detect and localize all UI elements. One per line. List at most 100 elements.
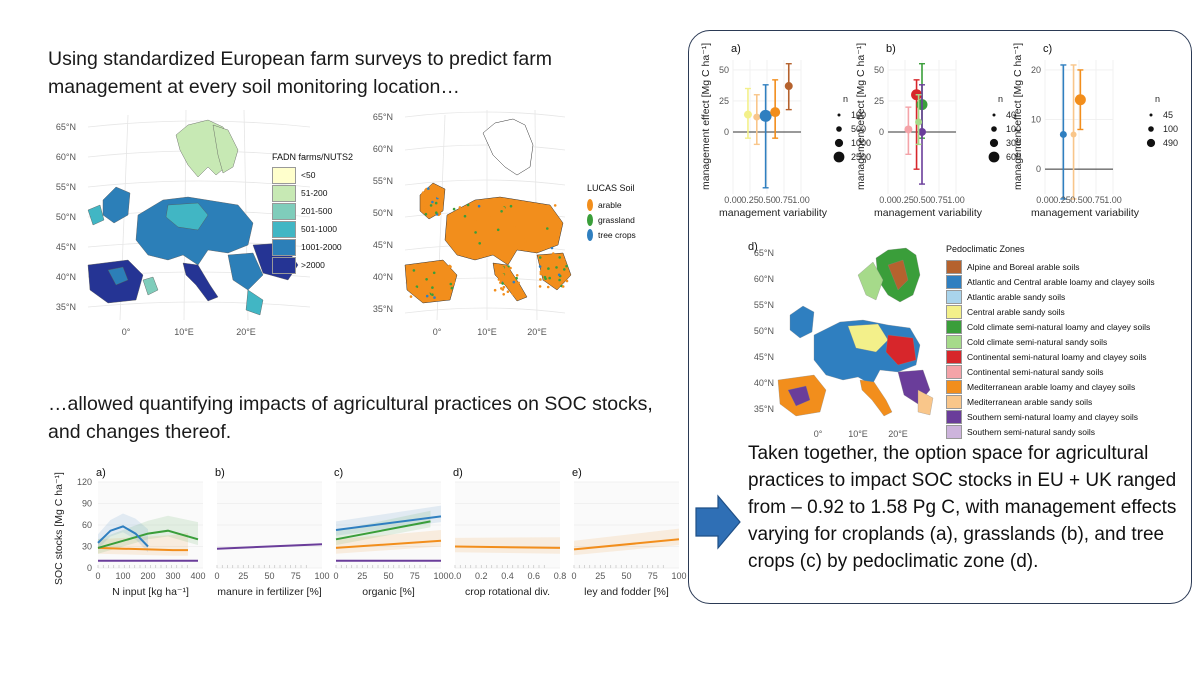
lucas-site-point	[547, 267, 550, 270]
soc-ci-band	[98, 513, 148, 553]
lucas-site-point	[433, 296, 436, 299]
fadn-lon-tick: 20°E	[236, 327, 256, 337]
soc-series-line	[97, 529, 199, 549]
effect-panel-label: c)	[1043, 43, 1052, 55]
soc-panel-label: b)	[215, 467, 225, 479]
lucas-legend-item: tree crops	[587, 227, 636, 242]
pedo-lon-tick: 20°E	[888, 429, 908, 439]
lucas-legend-item: arable	[587, 197, 636, 212]
lucas-site-point	[539, 278, 542, 281]
pedo-legend-item: Atlantic and Central arable loamy and cl…	[946, 274, 1155, 289]
size-legend-label: 1000	[851, 138, 871, 148]
fadn-lon-tick: 0°	[122, 327, 131, 337]
size-legend-title: n	[1155, 94, 1160, 104]
lucas-site-point	[539, 262, 542, 266]
soc-y-ticks: 0 30 60 90 120	[77, 477, 92, 573]
effect-ylabel: management effect [Mg C ha⁻¹]	[1012, 43, 1024, 190]
effect-point	[743, 110, 752, 119]
lucas-site-point	[507, 245, 511, 248]
pedo-legend-label: Central arable sandy soils	[967, 306, 1065, 317]
effect-x-tick: 0.75	[930, 195, 948, 205]
size-legend-label: 100	[1163, 124, 1178, 134]
lucas-site-point	[435, 211, 438, 214]
lucas-site-point	[510, 284, 514, 288]
lucas-site-point	[425, 200, 428, 203]
lucas-site-point	[544, 215, 547, 218]
lucas-lat-tick: 60°N	[373, 144, 393, 154]
lucas-lon-tick: 20°E	[527, 327, 547, 337]
lucas-site-point	[409, 295, 413, 298]
lucas-site-point	[553, 204, 557, 207]
soc-x-tick: 0.6	[527, 571, 540, 581]
lucas-site-point	[437, 195, 440, 199]
pedo-legend-item: Continental semi-natural loamy and claye…	[946, 349, 1155, 364]
soc-ci-band	[336, 510, 431, 546]
size-legend-dot	[1149, 113, 1153, 117]
pedo-legend-item: Cold climate semi-natural sandy soils	[946, 334, 1155, 349]
lucas-legend-swatch	[587, 198, 593, 211]
lucas-site-point	[418, 275, 422, 278]
lucas-site-point	[495, 271, 498, 274]
effect-y-tick: 25	[719, 96, 729, 106]
effect-panel-label: a)	[731, 43, 741, 55]
effect-x-tick: 0.50	[758, 195, 776, 205]
lucas-site-point	[510, 209, 513, 213]
soc-x-tick: 0	[571, 571, 576, 581]
pedo-legend-swatch	[946, 304, 962, 319]
effect-panel: a) management effect [Mg C ha⁻¹] 0 25 50 0.00…	[700, 43, 871, 219]
lucas-site-point	[509, 276, 512, 280]
lucas-site-point	[515, 223, 518, 227]
soc-panel-label: e)	[572, 467, 582, 479]
lucas-site-point	[545, 233, 548, 236]
lucas-lon-tick: 0°	[433, 327, 442, 337]
soc-ylabel: SOC stocks [Mg C ha⁻¹]	[53, 472, 65, 585]
lucas-lat-tick: 55°N	[373, 176, 393, 186]
lucas-site-point	[478, 242, 481, 245]
pedo-legend-label: Cold climate semi-natural sandy soils	[967, 336, 1108, 347]
effect-point	[918, 127, 926, 136]
lucas-site-point	[539, 272, 543, 276]
effect-panel: c) management effect [Mg C ha⁻¹] 0 10 20 0.00…	[1012, 43, 1178, 219]
soc-x-tick: 0	[95, 571, 100, 581]
soc-xlabel: N input [kg ha⁻¹]	[112, 586, 189, 598]
soc-xlabel: organic [%]	[362, 586, 415, 598]
soc-xlabel: manure in fertilizer [%]	[217, 586, 322, 598]
lucas-site-point	[515, 274, 519, 277]
lucas-site-point	[426, 288, 429, 291]
effect-point	[770, 107, 781, 118]
effect-x-tick: 0.75	[775, 195, 793, 205]
soc-response-charts: SOC stocks [Mg C ha⁻¹] 0 30 60 90 120 a) 0 100…	[53, 467, 687, 598]
size-legend-label: 600	[1006, 152, 1021, 162]
lucas-site-point	[434, 201, 438, 205]
lucas-site-point	[424, 212, 428, 216]
lucas-site-point	[502, 206, 505, 210]
pedo-legend-label: Alpine and Boreal arable soils	[967, 261, 1080, 272]
size-legend-label: 500	[851, 124, 866, 134]
lucas-lat-tick: 35°N	[373, 304, 393, 314]
size-legend-label: 100	[1006, 124, 1021, 134]
lucas-site-point	[437, 207, 441, 210]
lucas-site-point	[449, 265, 452, 268]
lucas-site-point	[427, 265, 431, 269]
soc-panel-label: c)	[334, 467, 343, 479]
pedo-legend-label: Mediterranean arable sandy soils	[967, 396, 1093, 407]
lucas-site-point	[561, 285, 565, 288]
fadn-legend-item: 1001-2000	[272, 238, 353, 256]
lucas-site-point	[474, 218, 477, 222]
mid-heading: …allowed quantifying impacts of agricult…	[48, 393, 653, 443]
lucas-site-point	[429, 193, 433, 196]
soc-panel: c) 0 25 50 75 100 organic [%]	[333, 467, 448, 598]
lucas-site-point	[514, 286, 517, 289]
soc-x-tick: 25	[238, 571, 248, 581]
lucas-lat-tick: 40°N	[373, 272, 393, 282]
lucas-site-point	[417, 280, 421, 283]
size-legend-dot	[1146, 138, 1156, 148]
soc-x-tick: 100	[433, 571, 448, 581]
size-legend-dot	[988, 151, 1000, 163]
lucas-site-point	[414, 287, 417, 290]
size-legend-label: 100	[851, 110, 866, 120]
lucas-site-point	[509, 204, 513, 208]
size-legend-title: n	[998, 94, 1003, 104]
effect-point	[753, 113, 761, 121]
size-legend-dot	[837, 113, 841, 117]
